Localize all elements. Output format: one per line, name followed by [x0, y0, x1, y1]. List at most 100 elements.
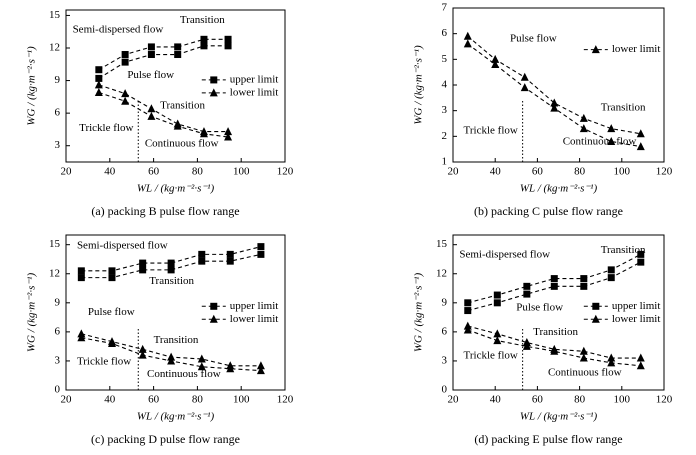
marker [108, 274, 116, 282]
caption: (a) packing B pulse flow range [91, 204, 239, 218]
legend-label: upper limit [612, 300, 661, 312]
caption: (b) packing C pulse flow range [474, 204, 623, 218]
legend-marker [210, 302, 218, 310]
marker [493, 336, 502, 345]
marker [464, 307, 472, 315]
y-tick-label: 5 [442, 53, 448, 65]
y-axis-label: WG / (kg·m⁻²·s⁻¹) [413, 273, 425, 353]
annotation: Continuous flow [147, 368, 221, 380]
y-tick-label: 15 [436, 238, 448, 250]
x-tick-label: 80 [192, 166, 204, 178]
marker [197, 362, 206, 371]
x-tick-label: 20 [448, 166, 460, 178]
marker [493, 291, 501, 299]
plot-frame [65, 9, 286, 163]
marker [174, 51, 182, 59]
marker [139, 266, 147, 274]
marker [607, 358, 616, 367]
marker [138, 350, 147, 359]
marker [493, 329, 502, 338]
marker [121, 96, 130, 105]
x-tick-label: 20 [61, 166, 73, 178]
y-axis-label: WG / (kg·m⁻²·s⁻¹) [413, 45, 425, 125]
y-tick-label: 3 [442, 104, 448, 116]
y-tick-label: 1 [442, 156, 448, 168]
marker [121, 58, 129, 66]
y-tick-label: 7 [442, 2, 448, 14]
marker [257, 243, 265, 251]
y-tick-label: 9 [55, 74, 61, 86]
marker [173, 121, 182, 130]
marker [580, 275, 588, 283]
x-tick-label: 60 [532, 394, 544, 406]
annotation: Transition [180, 14, 225, 26]
caption: (d) packing E pulse flow range [474, 432, 622, 446]
legend-label: lower limit [230, 313, 279, 325]
marker [200, 42, 208, 50]
marker [579, 353, 588, 362]
annotation: Trickle flow [77, 356, 131, 368]
y-tick-label: 12 [49, 267, 60, 279]
marker [523, 282, 531, 290]
marker [77, 274, 85, 282]
annotation: Pulse flow [510, 32, 557, 44]
x-tick-label: 120 [277, 166, 294, 178]
marker [607, 136, 616, 145]
x-tick-label: 40 [490, 166, 502, 178]
marker [226, 364, 235, 373]
y-tick-label: 12 [49, 42, 60, 54]
marker [637, 250, 645, 258]
marker [493, 299, 501, 307]
x-tick-label: 100 [233, 166, 250, 178]
annotation: Trickle flow [79, 122, 133, 134]
marker [607, 124, 616, 133]
marker [491, 59, 500, 68]
legend-label: lower limit [612, 43, 661, 55]
y-tick-label: 6 [442, 325, 448, 337]
x-tick-label: 60 [148, 394, 160, 406]
annotation: Trickle flow [464, 125, 518, 137]
annotation: Semi-dispersed flow [459, 249, 550, 261]
annotation: Transition [149, 275, 194, 287]
y-axis-label: WG / (kg·m⁻²·s⁻¹) [26, 273, 38, 353]
plot-frame [65, 234, 286, 391]
marker [550, 282, 558, 290]
annotation: Transition [154, 334, 199, 346]
marker [491, 54, 500, 63]
marker [226, 250, 234, 258]
x-tick-label: 120 [656, 394, 673, 406]
legend-marker [209, 88, 218, 97]
legend-marker [209, 314, 218, 323]
marker [463, 31, 472, 40]
marker [147, 111, 156, 120]
y-tick-label: 0 [55, 384, 61, 396]
annotation: Transition [601, 244, 646, 256]
marker [256, 366, 265, 375]
annotation: Semi-dispersed flow [77, 239, 168, 251]
marker [198, 257, 206, 265]
marker [579, 124, 588, 133]
marker [198, 250, 206, 258]
x-tick-label: 80 [574, 166, 586, 178]
marker [224, 35, 232, 43]
x-tick-label: 120 [656, 166, 673, 178]
annotation: Pulse flow [127, 69, 174, 81]
legend-label: upper limit [230, 73, 279, 85]
marker [108, 267, 116, 275]
x-tick-label: 20 [61, 394, 73, 406]
marker [95, 66, 103, 74]
y-tick-label: 4 [442, 79, 448, 91]
marker [520, 72, 529, 81]
marker [138, 344, 147, 353]
marker [121, 51, 129, 59]
y-tick-label: 3 [442, 354, 448, 366]
series-line [98, 38, 229, 71]
marker [636, 353, 645, 362]
y-tick-label: 6 [55, 325, 61, 337]
marker [77, 267, 85, 275]
marker [167, 266, 175, 274]
y-tick-label: 0 [442, 384, 448, 396]
marker [147, 51, 155, 59]
x-tick-label: 80 [192, 394, 204, 406]
